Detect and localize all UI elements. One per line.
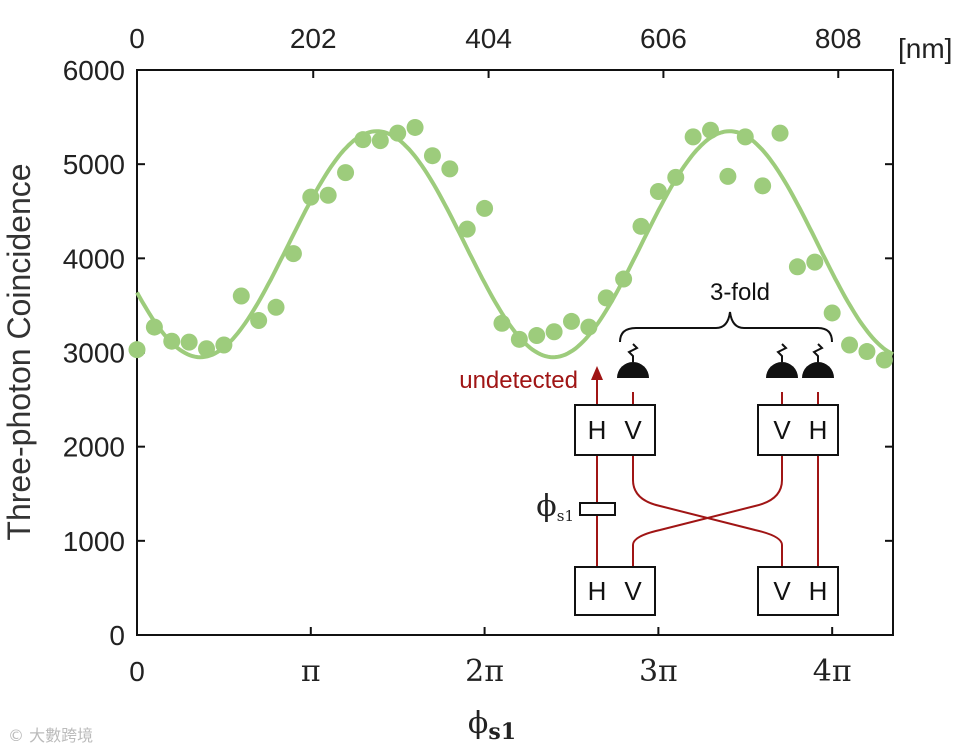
pbs-box: V H	[757, 566, 839, 616]
pbs-box: H V	[574, 566, 656, 616]
data-point	[632, 217, 650, 235]
x-tick-label: 4π	[813, 654, 852, 689]
data-point	[823, 304, 841, 322]
box-label: V	[773, 576, 791, 606]
data-point	[649, 182, 667, 200]
y-tick-label: 0	[109, 620, 125, 651]
box-label: H	[588, 415, 607, 445]
data-point	[441, 160, 459, 178]
x-tick-label: 2π	[465, 654, 504, 689]
box-label: V	[773, 415, 791, 445]
top-tick-label: 808	[815, 23, 862, 54]
top-axis-unit-label: [nm]	[898, 33, 952, 64]
data-points	[128, 118, 893, 369]
data-point	[597, 289, 615, 307]
fit-curve	[135, 129, 894, 360]
data-point	[337, 164, 355, 182]
data-point	[145, 318, 163, 336]
y-tick-label: 5000	[63, 149, 125, 180]
y-tick-label: 4000	[63, 243, 125, 274]
data-point	[284, 245, 302, 263]
data-point	[806, 253, 824, 271]
detector-icon	[617, 343, 649, 378]
data-point	[545, 323, 563, 341]
x-axis-label-subscript: s1	[488, 719, 516, 745]
y-tick-label: 6000	[63, 55, 125, 86]
data-point	[302, 188, 320, 206]
data-point	[510, 330, 528, 348]
data-point	[163, 332, 181, 350]
data-point	[841, 336, 859, 354]
box-label: H	[588, 576, 607, 606]
y-tick-label: 3000	[63, 338, 125, 369]
data-point	[580, 318, 598, 336]
watermark: © 大數跨境	[8, 726, 94, 745]
box-label: H	[809, 576, 828, 606]
phase-plate	[579, 502, 616, 516]
data-point	[615, 270, 633, 288]
y-tick-label: 1000	[63, 526, 125, 557]
data-point	[667, 168, 685, 186]
data-point	[736, 128, 754, 146]
data-point	[754, 177, 772, 195]
y-tick-label: 2000	[63, 432, 125, 463]
data-point	[215, 336, 233, 354]
data-point	[771, 124, 789, 142]
x-tick-label: 3π	[639, 654, 678, 689]
setup-schematic: 3-fold undetected	[459, 279, 839, 616]
undetected-label: undetected	[459, 367, 578, 394]
phase-symbol: ϕ	[536, 489, 556, 524]
data-point	[319, 186, 337, 204]
box-label: H	[809, 415, 828, 445]
y-axis-label: Three-photon Coincidence	[1, 163, 37, 540]
box-label: V	[624, 576, 642, 606]
x-tick-label: 0	[129, 656, 145, 687]
data-point	[389, 124, 407, 142]
data-point	[371, 132, 389, 150]
data-point	[267, 298, 285, 316]
phase-subscript: s1	[557, 507, 574, 525]
x-tick-label: π	[301, 654, 321, 689]
data-point	[406, 118, 424, 136]
x-axis-top: 0 202 404 606 808	[129, 23, 862, 78]
data-point	[128, 341, 146, 359]
x-axis-bottom: 0 π 2π 3π 4π	[129, 627, 852, 689]
data-point	[232, 287, 250, 305]
data-point	[198, 340, 216, 358]
arrow-head-icon	[591, 366, 603, 380]
data-point	[493, 314, 511, 332]
detector-icon	[802, 343, 834, 378]
y-axis: 0 1000 2000 3000 4000 5000 6000	[63, 55, 893, 651]
data-point	[562, 312, 580, 330]
data-point	[458, 220, 476, 238]
top-tick-label: 0	[129, 23, 145, 54]
data-point	[476, 199, 494, 217]
data-point	[858, 343, 876, 361]
data-point	[875, 351, 893, 369]
data-point	[719, 167, 737, 185]
pbs-box: H V	[574, 404, 656, 456]
x-axis-label: ϕs1	[468, 706, 516, 745]
top-tick-label: 404	[465, 23, 512, 54]
three-fold-label: 3-fold	[710, 279, 770, 306]
three-fold-brace	[619, 311, 833, 343]
data-point	[788, 258, 806, 276]
data-point	[180, 333, 198, 351]
data-point	[528, 327, 546, 345]
phase-label: ϕs1	[536, 489, 574, 525]
data-point	[423, 147, 441, 165]
data-point	[702, 121, 720, 139]
data-point	[354, 131, 372, 149]
x-axis-label-symbol: ϕ	[468, 706, 488, 741]
top-tick-label: 202	[290, 23, 337, 54]
detector-icon	[766, 343, 798, 378]
data-point	[684, 128, 702, 146]
data-point	[250, 311, 268, 329]
top-tick-label: 606	[640, 23, 687, 54]
box-label: V	[624, 415, 642, 445]
pbs-box: V H	[757, 404, 839, 456]
